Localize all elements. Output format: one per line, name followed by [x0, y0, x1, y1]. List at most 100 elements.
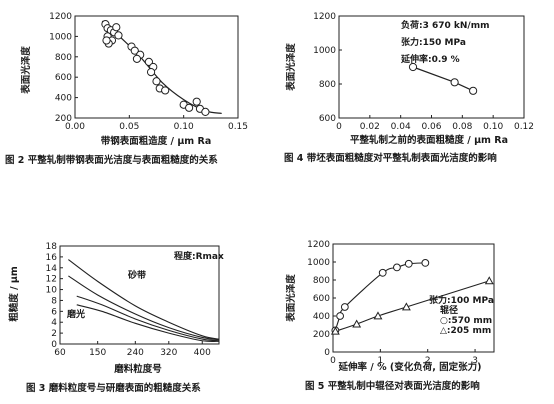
fig5-annotation-roll-diameter: 辊径: [440, 304, 458, 316]
fig5-xtick-label: 3: [472, 356, 478, 366]
fig3-annotation-degree: 程度:Rmax: [174, 250, 224, 262]
fig5-triangle-point: [401, 302, 411, 311]
fig3-caption: 图 3 磨料粒度号与研磨表面的粗糙度关系: [26, 382, 201, 394]
fig5-circle-point: [421, 259, 430, 267]
fig2-ytick-label: 1000: [49, 32, 72, 42]
fig4-annotation-load: 负荷:3 670 kN/mm: [401, 19, 489, 31]
fig2-caption: 图 2 平整轧制带钢表面光洁度与表面粗糙度的关系: [5, 154, 218, 166]
fig4-plot-frame: [338, 15, 525, 119]
figure-5: 0 200 400 600 800 1000 1200 0 1 2 3 张力:100 MPa 辊径…: [285, 240, 495, 392]
fig3-xtick-label: 400: [194, 348, 211, 358]
fig5-circle-point: [378, 268, 387, 277]
fig2-ytick-label: 1200: [49, 12, 72, 22]
fig4-xtick-label: 0.02: [360, 122, 380, 132]
fig2-ytick-label: 400: [55, 94, 72, 104]
fig2-ytick-label: 200: [55, 114, 72, 124]
fig3-xtick-label: 240: [127, 348, 144, 358]
fig4-data-point: [450, 78, 459, 87]
fig2-data-point: [132, 54, 142, 63]
fig2-xtick-label: 0.05: [119, 122, 139, 132]
fig5-ytick-label: 1200: [307, 240, 330, 250]
fig5-ytick-label: 600: [313, 294, 330, 304]
fig4-ytick-label: 800: [319, 80, 336, 90]
fig5-caption: 图 5 平整轧制中辊径对表面光洁度的影响: [305, 380, 480, 392]
fig3-ytick-label: 14: [46, 264, 58, 274]
fig2-data-point: [114, 31, 123, 40]
fig5-xtick-label: 2: [425, 356, 431, 366]
fig3-xtick-label: 320: [160, 348, 177, 358]
fig5-circle-point: [393, 263, 401, 272]
fig3-ytick-label: 0: [51, 340, 57, 350]
fig3-ytick-label: 8: [51, 296, 57, 306]
fig4-series-line: [412, 66, 474, 92]
fig3-ytick-label: 2: [51, 329, 57, 339]
fig4-xtick-label: 0.10: [483, 122, 503, 132]
fig3-ytick-label: 16: [46, 253, 58, 263]
fig5-ytick-label: 1000: [307, 258, 330, 268]
fig3-ytick-label: 18: [46, 242, 58, 252]
fig2-data-point: [192, 97, 201, 106]
fig4-data-point: [469, 86, 478, 95]
fig2-xtick-label: 0.10: [174, 122, 194, 132]
fig5-circle-point: [336, 312, 345, 320]
fig5-triangle-point: [330, 326, 340, 335]
figure-4: 600 800 1000 1200 0 0.02 0.04 0.06 0.08 0.10 0.12…: [284, 12, 534, 164]
fig2-data-point: [130, 46, 139, 55]
fig3-xtick-label: 150: [89, 348, 106, 358]
fig2-data-point: [152, 77, 161, 86]
fig5-ytick-label: 200: [313, 330, 330, 340]
fig3-series-line: [76, 304, 220, 343]
fig5-circle-point: [340, 303, 349, 311]
fig5-xtick-label: 1: [377, 356, 383, 366]
fig5-triangle-point: [373, 311, 383, 320]
fig4-ytick-label: 1000: [313, 46, 336, 56]
fig4-xtick-label: 0.12: [514, 122, 534, 132]
fig4-ytick-label: 1200: [313, 12, 336, 22]
fig2-y-axis-label: 表面光泽度: [20, 46, 32, 95]
fig2-data-point: [201, 107, 210, 116]
fig5-legend-circle: ○:570 mm: [440, 316, 492, 326]
fig2-data-point: [112, 23, 121, 32]
fig3-series-line: [68, 275, 220, 341]
fig5-ytick-label: 800: [313, 276, 330, 286]
fig3-y-axis-label: 粗糙度 / μm: [8, 266, 20, 322]
fig3-series-line: [68, 259, 220, 340]
fig5-triangle-point: [352, 319, 362, 328]
fig3-annotation-abrasive-belt: 砂带: [128, 269, 146, 281]
fig4-annotation-elongation: 延伸率:0.9 %: [400, 53, 460, 65]
fig4-ytick-label: 600: [319, 114, 336, 124]
fig5-annotation-tension: 张力:100 MPa: [429, 294, 494, 306]
fig3-ytick-label: 6: [51, 307, 57, 317]
fig2-data-point: [185, 103, 194, 112]
fig4-xtick-label: 0.08: [452, 122, 472, 132]
fig2-xtick-label: 0.15: [228, 122, 248, 132]
fig5-x-axis-label: 延伸率 / % (变化负荷, 固定张力): [337, 361, 481, 373]
fig4-annotation-tension: 张力:150 MPa: [401, 36, 466, 48]
fig5-circle-point: [404, 259, 413, 268]
fig4-y-axis-label: 表面光泽度: [285, 43, 297, 92]
fig5-legend-triangle: △:205 mm: [440, 326, 491, 336]
fig2-x-axis-label: 带钢表面粗造度 / μm Ra: [101, 135, 212, 147]
fig5-xtick-label: 0: [330, 356, 336, 366]
fig5-y-axis-label: 表面光泽度: [285, 274, 297, 323]
fig5-ytick-label: 0: [324, 348, 330, 358]
fig3-plot-frame: [59, 245, 220, 345]
fig3-series-line: [76, 295, 220, 342]
fig2-data-point: [102, 36, 111, 45]
fig2-xtick-label: 0.00: [65, 122, 85, 132]
fig5-triangle-point: [484, 276, 494, 285]
fig4-xtick-label: 0.06: [421, 122, 441, 132]
fig4-x-axis-label: 平整轧制之前的表面粗糙度 / μm Ra: [350, 134, 508, 146]
fig3-ytick-label: 12: [46, 275, 57, 285]
fig2-data-point: [144, 57, 153, 67]
fig4-caption: 图 4 带坯表面粗糙度对平整轧制表面光洁度的影响: [284, 152, 497, 164]
fig3-xtick-label: 60: [54, 348, 66, 358]
fig4-xtick-label: 0: [336, 122, 342, 132]
figure-2: 200 400 600 800 1000 1200 0.00 0.05 0.10 0.15 表面…: [5, 12, 248, 166]
fig5-ytick-label: 400: [313, 312, 330, 322]
fig2-ytick-label: 800: [55, 53, 72, 63]
fig3-x-axis-label: 磨料粒度号: [113, 363, 162, 375]
fig3-ytick-label: 4: [51, 318, 57, 328]
fig3-annotation-polish: 磨光: [66, 308, 85, 320]
